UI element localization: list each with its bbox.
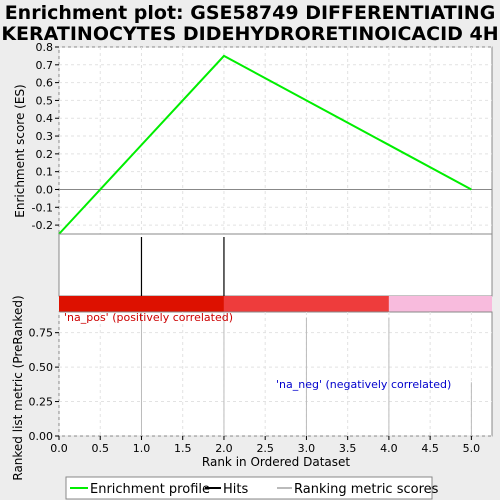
x-tick-label: 3.0: [298, 442, 316, 455]
es-tick-label: 0.2: [36, 148, 54, 161]
es-tick-label: -0.2: [32, 219, 53, 232]
x-tick-label: 0.0: [50, 442, 68, 455]
x-tick-label: 2.0: [215, 442, 233, 455]
ranking-colorbar: [59, 296, 492, 312]
x-axis-label: Rank in Ordered Dataset: [202, 455, 350, 469]
x-tick-label: 3.5: [339, 442, 357, 455]
x-tick-label: 1.0: [133, 442, 151, 455]
metric-plot-area: [58, 311, 493, 437]
es-tick-label: 0.6: [36, 77, 54, 90]
es-tick-label: -0.1: [32, 201, 53, 214]
colorbar-segment: [59, 296, 224, 312]
chart-title-line-2: KERATINOCYTES DIDEHYDRORETINOICACID 4H: [1, 23, 498, 45]
chart-title-line-1: Enrichment plot: GSE58749 DIFFERENTIATIN…: [5, 2, 496, 24]
es-tick-label: 0.7: [36, 59, 54, 72]
legend-hits-label: Hits: [223, 482, 248, 497]
x-tick-label: 4.5: [421, 442, 439, 455]
metric-y-ticks: 0.00 0.25 0.50 0.75: [29, 327, 59, 443]
ranking-metric-bars: [140, 312, 472, 436]
metric-x-ticks: 0.0 0.5 1.0 1.5 2.0 2.5 3.0 3.5 4.0 4.5 5.0: [50, 436, 480, 455]
metric-tick-label: 0.75: [29, 327, 54, 340]
es-tick-label: 0.3: [36, 130, 54, 143]
legend-enrichment-label: Enrichment profile: [90, 482, 210, 497]
x-tick-label: 1.5: [174, 442, 192, 455]
es-plot-area: [58, 46, 493, 235]
metric-tick-label: 0.50: [29, 361, 54, 374]
hits-panel: [58, 233, 493, 297]
x-tick-label: 5.0: [463, 442, 481, 455]
legend-metric-label: Ranking metric scores: [294, 482, 439, 497]
x-tick-label: 4.0: [380, 442, 398, 455]
x-tick-label: 2.5: [256, 442, 274, 455]
legend-box: [65, 476, 433, 500]
hit-markers: [140, 237, 225, 296]
na-pos-annotation: 'na_pos' (positively correlated): [64, 311, 233, 324]
colorbar-segment: [223, 296, 389, 312]
es-tick-label: 0.1: [36, 166, 54, 179]
es-tick-label: 0.0: [36, 183, 54, 196]
na-neg-annotation: 'na_neg' (negatively correlated): [276, 378, 451, 391]
es-y-ticks: 0.8 0.7 0.6 0.5 0.4 0.3 0.2 0.1 0.0 -0.1 -0.2: [32, 41, 59, 232]
es-tick-label: 0.5: [36, 94, 54, 107]
es-y-axis-label: Enrichment score (ES): [13, 84, 27, 217]
x-tick-label: 0.5: [91, 442, 109, 455]
es-tick-label: 0.8: [36, 41, 54, 54]
es-tick-label: 0.4: [36, 112, 54, 125]
metric-y-axis-label: Ranked list metric (PreRanked): [11, 295, 25, 480]
metric-tick-label: 0.25: [29, 396, 54, 409]
colorbar-segment: [388, 296, 492, 312]
enrichment-profile-line: [58, 54, 472, 235]
metric-tick-label: 0.00: [29, 430, 54, 443]
